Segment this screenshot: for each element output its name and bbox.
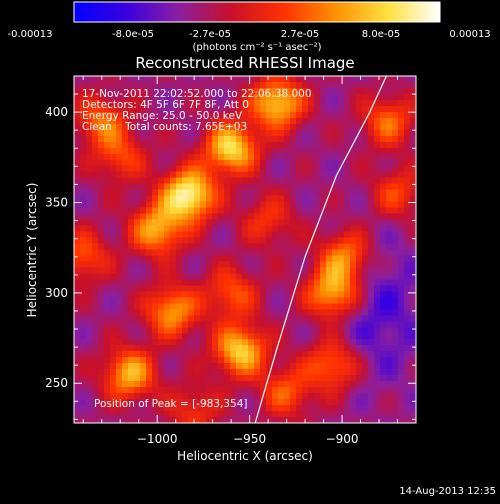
y-tick-label: 350 bbox=[45, 196, 68, 210]
x-tick-label: −1000 bbox=[137, 432, 178, 446]
annotation-clean-counts: Clean Total counts: 7.65E+03 bbox=[82, 121, 247, 133]
colorbar-tick-label: 0.00013 bbox=[449, 29, 490, 40]
plot-frame bbox=[73, 75, 417, 424]
annotation-block: 17-Nov-2011 22:02:52.000 to 22:06:38.000… bbox=[82, 88, 312, 133]
colorbar-tick-label: -8.0e-05 bbox=[112, 29, 154, 40]
colorbar-tick-label: 8.0e-05 bbox=[362, 29, 400, 40]
annotation-detectors: Detectors: 4F 5F 6F 7F 8F, Att 0 bbox=[82, 99, 249, 111]
colorbar-unit-label: (photons cm⁻² s⁻¹ asec⁻²) bbox=[192, 42, 321, 53]
peak-position-label: Position of Peak = [-983,354] bbox=[94, 398, 248, 410]
solar-limb-line bbox=[254, 76, 387, 423]
footer-date: 14-Aug-2013 12:35 bbox=[399, 486, 496, 497]
x-axis-label: Heliocentric X (arcsec) bbox=[177, 449, 313, 463]
axis-ticks: −1000 −950 −900 250 300 350 400 bbox=[45, 75, 417, 446]
colorbar-tick-label: 2.7e-05 bbox=[281, 29, 319, 40]
chart-title: Reconstructed RHESSI Image bbox=[135, 54, 354, 72]
y-axis-label: Heliocentric Y (arcsec) bbox=[25, 183, 39, 318]
colorbar-tick-label: -0.00013 bbox=[8, 29, 53, 40]
annotation-energy-range: Energy Range: 25.0 - 50.0 keV bbox=[82, 110, 243, 122]
colorbar-ticks: -0.00013 -8.0e-05 -2.7e-05 2.7e-05 8.0e-05 0.… bbox=[8, 29, 491, 40]
y-tick-label: 400 bbox=[45, 105, 68, 119]
y-tick-label: 250 bbox=[45, 376, 68, 390]
colorbar-tick-label: -2.7e-05 bbox=[189, 29, 231, 40]
colorbar bbox=[73, 1, 441, 23]
x-tick-label: −900 bbox=[326, 432, 359, 446]
x-tick-label: −950 bbox=[233, 432, 266, 446]
y-tick-label: 300 bbox=[45, 286, 68, 300]
annotation-time-range: 17-Nov-2011 22:02:52.000 to 22:06:38.000 bbox=[82, 88, 312, 100]
